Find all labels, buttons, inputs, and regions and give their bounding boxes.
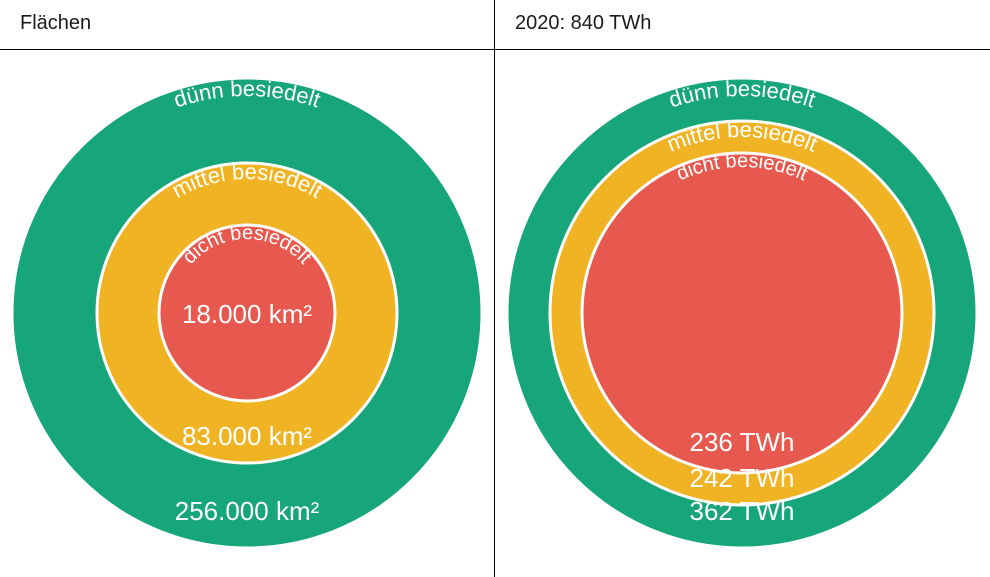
inner-ring-value: 18.000 km²	[182, 299, 312, 329]
outer-ring-value: 256.000 km²	[175, 496, 320, 526]
right-panel: 2020: 840 TWh dünn besiedeltmittel besie…	[495, 0, 990, 577]
middle-ring-value: 83.000 km²	[182, 421, 312, 451]
right-chart: dünn besiedeltmittel besiedeltdicht besi…	[495, 50, 990, 577]
right-svg: dünn besiedeltmittel besiedeltdicht besi…	[495, 50, 990, 577]
left-title: Flächen	[0, 0, 494, 50]
left-svg: dünn besiedeltmittel besiedeltdicht besi…	[0, 50, 495, 577]
outer-ring-value: 362 TWh	[689, 496, 794, 526]
chart-container: Flächen dünn besiedeltmittel besiedeltdi…	[0, 0, 990, 577]
left-panel: Flächen dünn besiedeltmittel besiedeltdi…	[0, 0, 495, 577]
ring-circle	[582, 153, 902, 473]
inner-ring-value: 236 TWh	[689, 427, 794, 457]
middle-ring-value: 242 TWh	[689, 463, 794, 493]
left-chart: dünn besiedeltmittel besiedeltdicht besi…	[0, 50, 494, 577]
right-title: 2020: 840 TWh	[495, 0, 990, 50]
